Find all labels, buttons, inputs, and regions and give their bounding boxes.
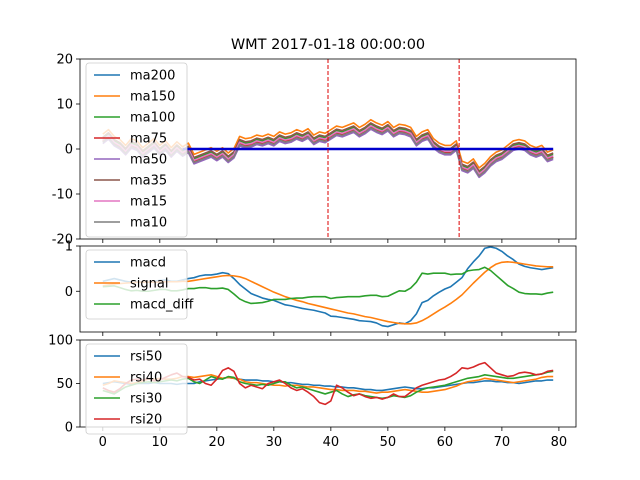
x-tick-label: 80 (551, 435, 568, 450)
legend-label-ma75: ma75 (130, 132, 167, 147)
x-tick-label: 20 (209, 435, 226, 450)
y-tick-label: 20 (56, 53, 73, 68)
legend-label-ma100: ma100 (130, 111, 175, 126)
legend-box (85, 62, 188, 238)
y-tick-label: 0 (65, 421, 73, 436)
rsi-legend: rsi50 rsi40 rsi30 rsi20 (85, 343, 188, 435)
legend-label-ma10: ma10 (130, 216, 167, 231)
y-tick-label: 0 (65, 143, 73, 158)
legend-label-ma150: ma150 (130, 90, 175, 105)
x-tick-label: 10 (152, 435, 169, 450)
legend-label-ma35: ma35 (130, 174, 167, 189)
macd-legend: macd signal macd_diff (85, 249, 194, 320)
y-tick-label: -10 (52, 188, 73, 203)
legend-label-rsi50: rsi50 (130, 350, 162, 365)
legend-label-rsi20: rsi20 (130, 413, 162, 428)
x-tick-label: 60 (437, 435, 454, 450)
x-tick-label: 30 (266, 435, 283, 450)
macd-axes-frame (79, 245, 577, 333)
x-tick-label: 0 (99, 435, 107, 450)
y-tick-label: 10 (56, 98, 73, 113)
legend-box (85, 249, 188, 320)
legend-label-signal: signal (130, 277, 168, 292)
legend-box (85, 343, 188, 435)
legend-label-ma200: ma200 (130, 69, 175, 84)
x-tick-label: 50 (380, 435, 397, 450)
x-tick-label: 40 (323, 435, 340, 450)
legend-label-rsi40: rsi40 (130, 371, 162, 386)
y-tick-label: 100 (48, 334, 73, 349)
legend-label-ma15: ma15 (130, 195, 167, 210)
x-tick-label: 70 (494, 435, 511, 450)
legend-label-rsi30: rsi30 (130, 392, 162, 407)
legend-label-macd: macd (130, 256, 166, 271)
legend-label-macd_diff: macd_diff (130, 298, 194, 313)
macd-panel: 0 1 macd signal macd_diff (65, 240, 577, 336)
y-tick-label: 50 (56, 377, 73, 392)
ma-legend: ma200 ma150 ma100 ma75 ma50 ma35 ma15 ma10 (85, 62, 188, 238)
figure-title: WMT 2017-01-18 00:00:00 (231, 37, 425, 53)
y-tick-label: 1 (65, 240, 73, 255)
y-tick-label: -20 (52, 233, 73, 248)
legend-label-ma50: ma50 (130, 153, 167, 168)
y-tick-label: 0 (65, 285, 73, 300)
ma-panel: -20-1001020ma200ma150ma100ma75ma50ma35ma… (52, 53, 577, 248)
